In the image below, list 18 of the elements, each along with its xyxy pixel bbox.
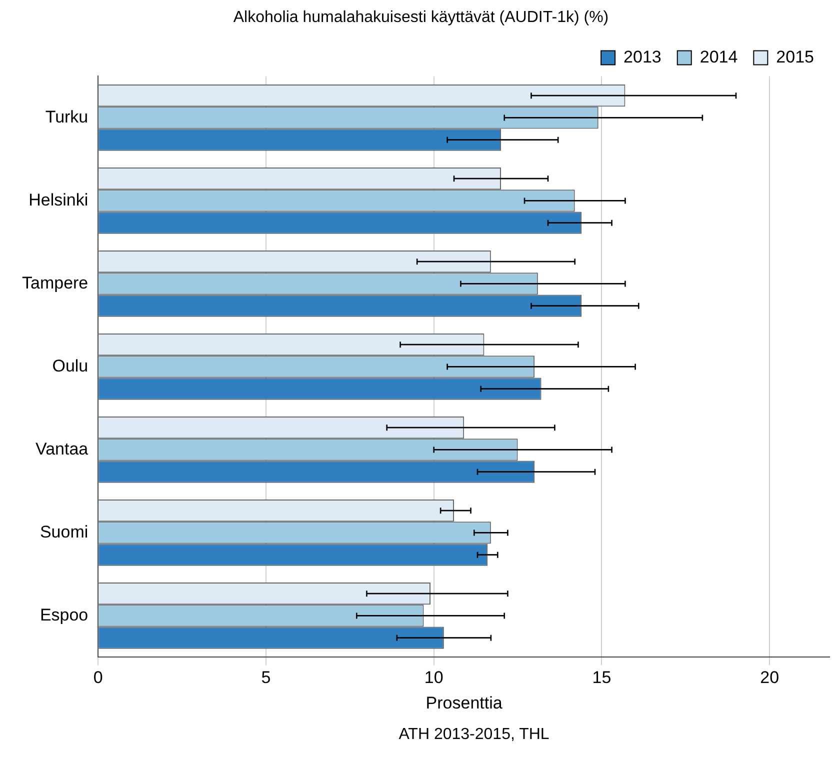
y-tick-label: Turku	[45, 107, 88, 126]
y-tick-label: Espoo	[40, 605, 88, 624]
y-tick-label: Tampere	[22, 273, 88, 292]
legend-label: 2013	[624, 47, 662, 66]
y-tick-label: Oulu	[52, 356, 88, 376]
legend-label: 2014	[700, 47, 738, 66]
x-tick-label: 0	[93, 668, 103, 688]
chart-title: Alkoholia humalahakuisesti käyttävät (AUDIT-1k) (%)	[233, 9, 609, 26]
y-tick-label: Suomi	[40, 522, 88, 542]
x-tick-label: 15	[592, 668, 612, 688]
y-tick-label: Vantaa	[36, 439, 89, 458]
x-axis-title: Prosenttia	[426, 693, 503, 712]
legend-label: 2015	[776, 47, 814, 66]
text: ATH 2013-2015, THL	[398, 726, 550, 744]
x-tick-label: 5	[261, 668, 271, 688]
x-tick-label: 20	[760, 668, 780, 688]
y-tick-label: Helsinki	[28, 190, 88, 210]
x-tick-label: 10	[424, 668, 444, 688]
